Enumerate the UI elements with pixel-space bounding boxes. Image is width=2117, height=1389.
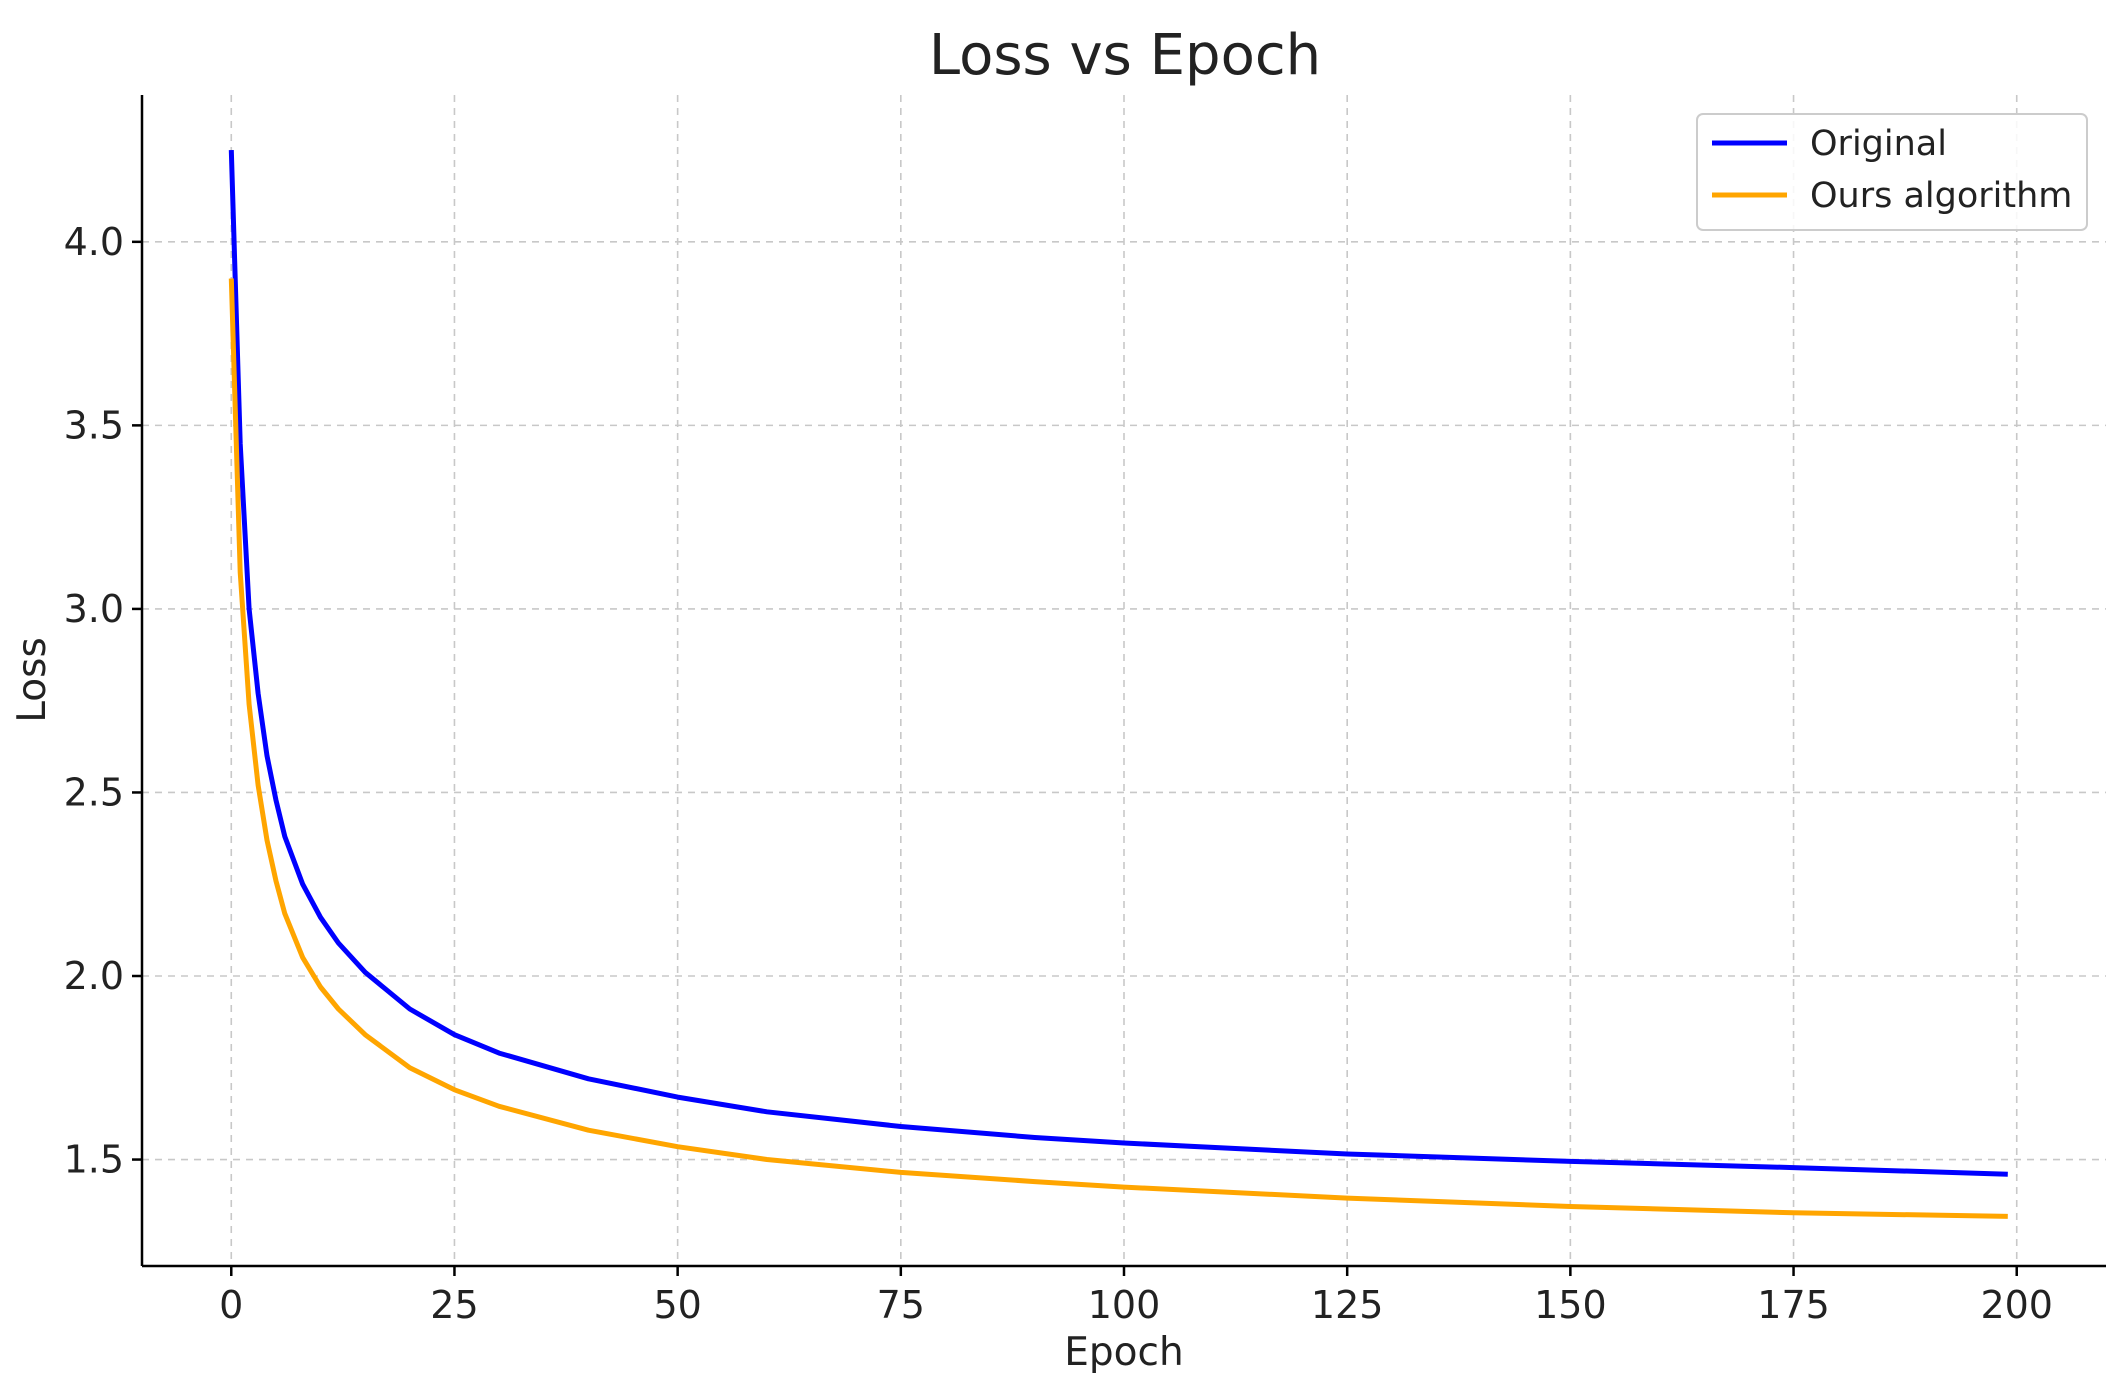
legend-label-ours-algorithm: Ours algorithm <box>1810 176 2072 216</box>
x-tick-label: 175 <box>1757 1283 1830 1327</box>
y-tick-label: 3.5 <box>64 403 124 447</box>
y-tick-label: 3.0 <box>64 587 124 631</box>
y-tick-label: 2.5 <box>64 770 124 814</box>
x-tick-label: 25 <box>430 1283 478 1327</box>
x-tick-label: 100 <box>1088 1283 1161 1327</box>
x-tick-label: 150 <box>1534 1283 1607 1327</box>
plot-lines <box>228 150 2008 1219</box>
x-axis-label: Epoch <box>1064 1330 1183 1375</box>
x-tick-label: 125 <box>1311 1283 1384 1327</box>
y-axis-label: Loss <box>10 637 55 723</box>
x-tick-label: 75 <box>877 1283 925 1327</box>
legend-frame <box>1696 113 2088 231</box>
x-tick-label: 200 <box>1980 1283 2053 1327</box>
y-tick-label: 2.0 <box>64 954 124 998</box>
y-axis-ticks: 1.5 2.0 2.5 3.0 3.5 4.0 <box>64 220 142 1182</box>
series-line-ours-algorithm <box>228 278 2008 1219</box>
x-tick-label: 0 <box>219 1283 243 1327</box>
x-tick-label: 50 <box>653 1283 701 1327</box>
legend-label-original: Original <box>1810 124 1947 164</box>
x-axis-ticks: 0 25 50 75 100 125 150 175 200 <box>219 1266 2053 1327</box>
chart-title: Loss vs Epoch <box>929 23 1321 88</box>
grid <box>142 95 2106 1266</box>
y-tick-label: 4.0 <box>64 220 124 264</box>
y-tick-label: 1.5 <box>64 1138 124 1182</box>
legend: Original Ours algorithm <box>1696 113 2088 231</box>
series-line-original <box>228 150 2008 1177</box>
